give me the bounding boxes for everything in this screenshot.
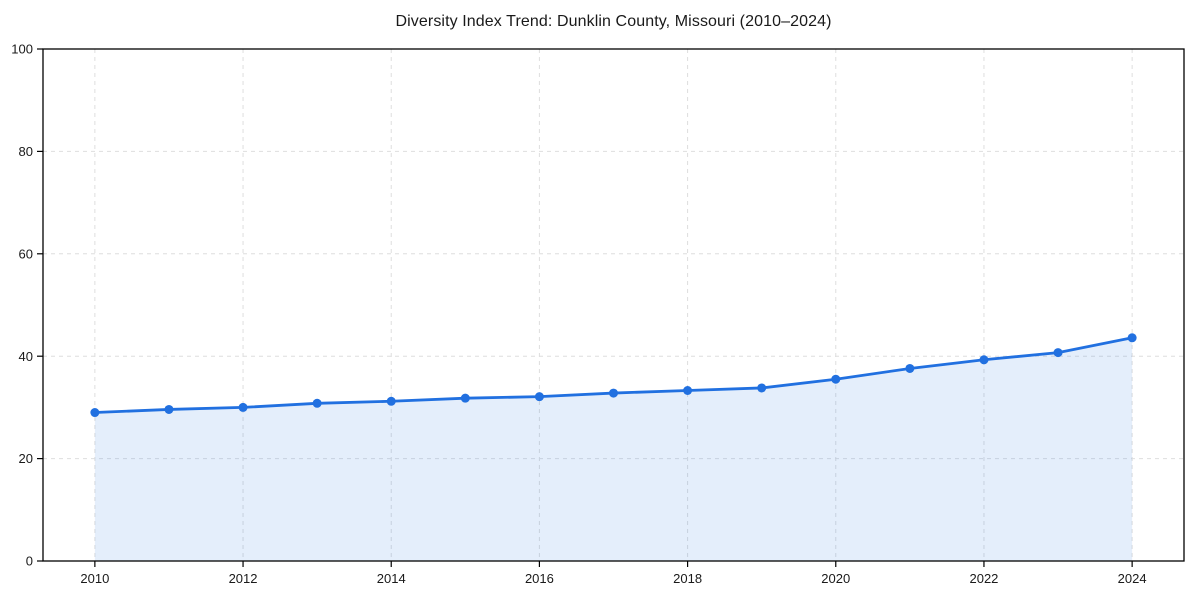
data-point-2012 [238,402,248,412]
data-point-2011 [164,404,174,414]
plot-border [42,48,1185,562]
data-point-2010 [90,408,100,418]
data-point-2014 [386,396,396,406]
data-point-2017 [609,388,618,398]
x-tick-label: 2014 [377,571,406,586]
area-fill [94,337,1133,561]
chart-title: Diversity Index Trend: Dunklin County, M… [395,13,832,30]
x-tick-label: 2020 [821,571,850,586]
data-point-2013 [312,398,322,408]
data-point-2020 [831,374,841,384]
y-tick-label: 0 [26,554,33,569]
x-tick-label: 2022 [969,571,998,586]
data-point-2021 [905,363,915,373]
data-point-2019 [757,383,767,393]
data-point-2022 [979,355,989,365]
x-tick-label: 2024 [1118,571,1147,586]
data-point-2018 [683,386,693,396]
y-tick-label: 40 [19,349,33,364]
y-tick-label: 20 [19,451,33,466]
y-tick-label: 60 [19,246,33,261]
x-tick-label: 2016 [525,571,554,586]
y-tick-label: 80 [19,144,33,159]
data-point-2016 [534,392,544,402]
x-tick-label: 2010 [80,571,109,586]
y-tick-label: 100 [11,42,33,57]
x-tick-label: 2018 [673,571,702,586]
x-tick-label: 2012 [229,571,258,586]
data-point-2015 [460,393,470,403]
data-point-2023 [1053,348,1063,358]
data-point-2024 [1127,333,1137,343]
